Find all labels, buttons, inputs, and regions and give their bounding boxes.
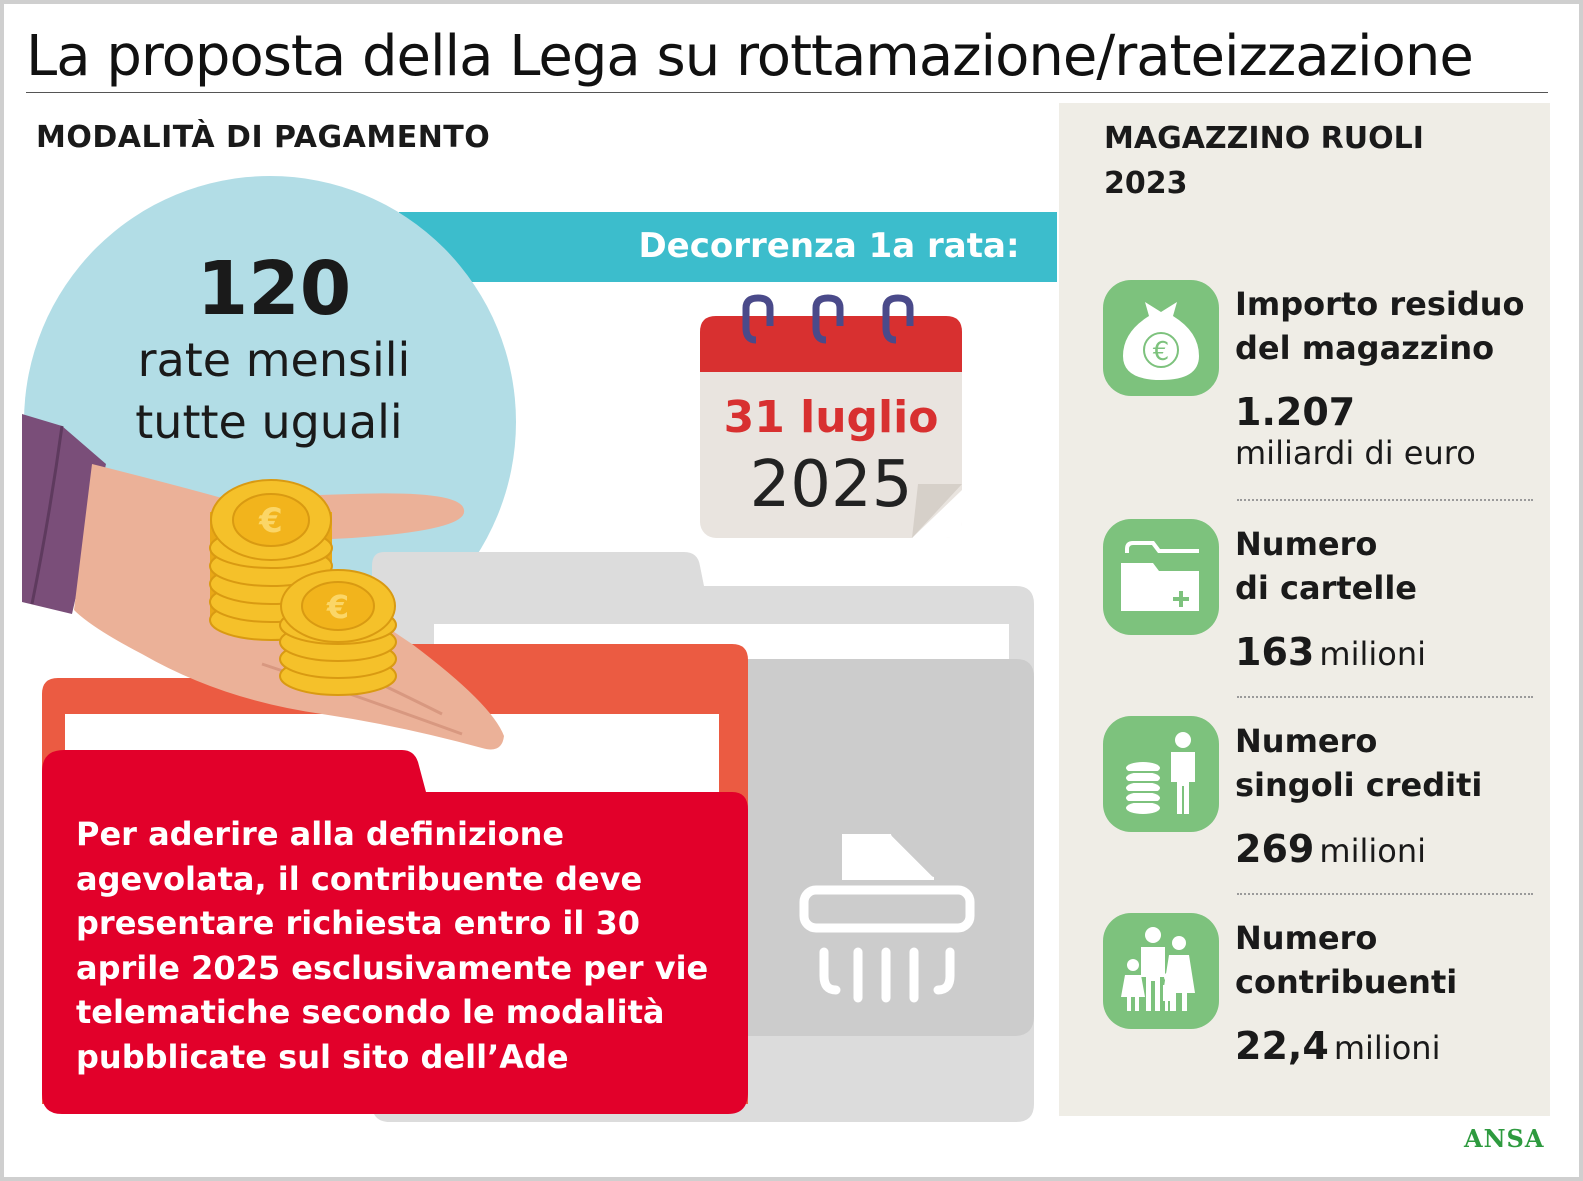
euro-coins-stack-icon: € [279, 569, 397, 696]
stat-number: 1.207 [1235, 390, 1356, 434]
section-heading-line: 2023 [1104, 166, 1188, 201]
stat-number: 163 [1235, 630, 1315, 674]
coins-person-icon [1103, 716, 1219, 832]
stat-number: 22,4 [1235, 1024, 1329, 1068]
info-text-line: aprile 2025 esclusivamente per vie [76, 948, 709, 987]
section-heading-line: MAGAZZINO RUOLI [1104, 121, 1424, 156]
stat-label-line: contribuenti [1235, 963, 1458, 1001]
calendar-day: 31 luglio [723, 392, 939, 443]
page-title: La proposta della Lega su rottamazione/r… [26, 24, 1474, 89]
stat-value-contribuenti: 22,4 milioni [1235, 1024, 1440, 1068]
info-text-line: presentare richiesta entro il 30 [76, 904, 640, 942]
stat-label-line: Numero [1235, 525, 1378, 563]
ansa-logo: ANSA [1464, 1124, 1545, 1153]
red-folder [42, 750, 748, 1114]
decorrenza-label: Decorrenza 1a rata: [638, 226, 1020, 266]
svg-text:€: € [1153, 337, 1170, 367]
stat-label-line: Numero [1235, 722, 1378, 760]
svg-text:€: € [258, 501, 283, 541]
stat-unit: milioni [1319, 635, 1427, 673]
section-heading-magazzino: MAGAZZINO RUOLI 2023 [1104, 116, 1524, 206]
stat-divider [1237, 893, 1533, 895]
folder-plus-icon [1103, 519, 1219, 635]
rate-description-line2: tutte uguali [135, 395, 403, 449]
family-icon [1103, 913, 1219, 1029]
stat-label-line: Numero [1235, 919, 1378, 957]
stat-divider [1237, 696, 1533, 698]
rate-count: 120 [196, 246, 352, 332]
info-text-line: Per aderire alla definizione [76, 815, 565, 853]
stat-label-contribuenti: Numero contribuenti [1235, 916, 1457, 1004]
info-text: Per aderire alla definizione agevolata, … [76, 812, 736, 1079]
stat-divider [1237, 499, 1533, 501]
calendar-icon [700, 294, 962, 538]
stat-label-crediti: Numero singoli crediti [1235, 719, 1482, 807]
stat-label-line: di cartelle [1235, 569, 1417, 607]
stat-unit: milioni [1333, 1029, 1441, 1067]
shredder-icon [799, 831, 975, 1003]
stat-value-importo: 1.207 miliardi di euro [1235, 390, 1476, 472]
stat-label-importo: Importo residuo del magazzino [1235, 282, 1525, 370]
calendar-year: 2025 [749, 448, 913, 522]
svg-text:€: € [326, 588, 349, 626]
info-text-line: telematiche secondo le modalità [76, 993, 665, 1031]
decorrenza-banner [399, 212, 1057, 282]
stat-unit: miliardi di euro [1235, 434, 1476, 472]
stat-label-line: del magazzino [1235, 329, 1495, 367]
stat-label-line: singoli crediti [1235, 766, 1483, 804]
stat-label-cartelle: Numero di cartelle [1235, 522, 1417, 610]
title-divider [26, 92, 1548, 93]
stat-label-line: Importo residuo [1235, 285, 1525, 323]
stat-value-cartelle: 163 milioni [1235, 630, 1426, 674]
info-text-line: pubblicate sul sito dell’Ade [76, 1037, 569, 1076]
rate-description-line1: rate mensili [137, 333, 411, 387]
stat-value-crediti: 269 milioni [1235, 827, 1426, 871]
folders-illustration [42, 552, 1034, 1122]
section-heading-payment: MODALITÀ DI PAGAMENTO [36, 120, 491, 155]
info-text-line: agevolata, il contribuente deve [76, 859, 643, 898]
money-bag-euro-icon: € [1103, 280, 1219, 396]
stat-unit: milioni [1319, 832, 1427, 870]
hand-with-coins-icon: € € [22, 414, 504, 750]
stat-number: 269 [1235, 827, 1315, 871]
